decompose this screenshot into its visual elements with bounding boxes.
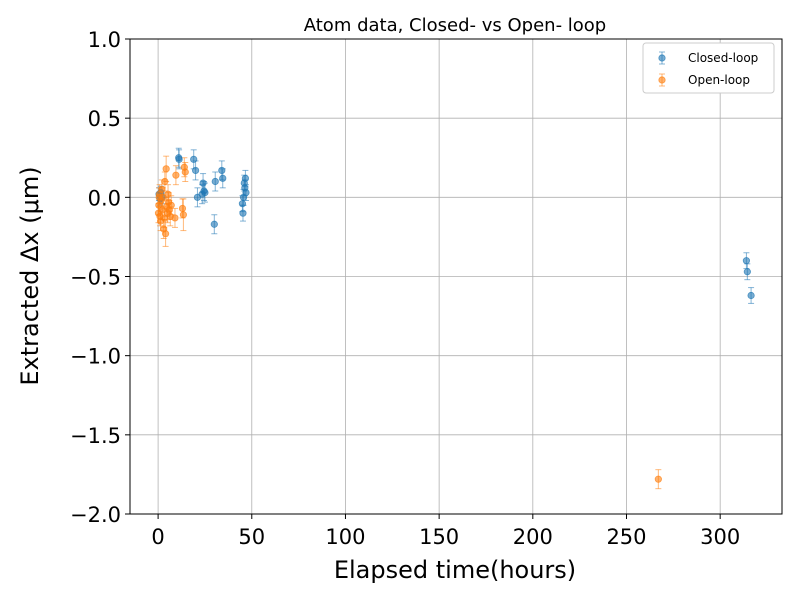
open-loop-point (167, 201, 175, 209)
x-tick-label: 200 (513, 525, 553, 549)
chart-title: Atom data, Closed- vs Open- loop (304, 15, 606, 36)
x-axis-label: Elapsed time(hours) (334, 556, 576, 584)
open-loop-point (178, 204, 187, 213)
open-loop-point (164, 190, 172, 198)
x-tick-label: 0 (151, 525, 164, 549)
legend-box (642, 42, 775, 94)
x-tick-label: 50 (238, 525, 265, 549)
open-loop-point (181, 168, 189, 176)
open-loop-point (172, 171, 180, 179)
closed-loop-point (199, 179, 207, 187)
closed-loop-point (210, 220, 218, 228)
y-tick-label: −0.5 (70, 266, 121, 290)
grid-lines (130, 38, 782, 515)
closed-loop-point (747, 291, 755, 300)
closed-loop-point (191, 166, 200, 175)
x-tick-label: 100 (325, 525, 365, 549)
open-loop-point (161, 177, 169, 186)
closed-loop-point (201, 188, 209, 197)
open-loop-point (162, 165, 170, 173)
y-tick-label: 0.5 (88, 107, 121, 131)
y-axis-label: Extracted Δx (μm) (16, 166, 44, 385)
legend: Closed-loop Open-loop (642, 42, 775, 94)
x-tick-label: 250 (606, 525, 646, 549)
y-tick-label: −1.0 (70, 345, 121, 369)
closed-loop-point (211, 177, 219, 186)
open-loop-point (171, 214, 179, 222)
closed-loop-point (190, 155, 198, 163)
closed-loop-point (242, 188, 250, 197)
open-loop-point (654, 475, 662, 483)
open-loop-point (158, 185, 166, 194)
closed-loop-point (218, 166, 226, 175)
y-tick-label: 1.0 (88, 28, 121, 52)
closed-loop-point (239, 209, 247, 217)
data-points (154, 154, 755, 483)
open-loop-point (159, 193, 167, 201)
closed-loop-point (743, 268, 751, 276)
axis-ticks: 0 50 100 150 200 250 300 −2.0 −1.5 −1.0 −0.5 0.0 0.5… (70, 28, 740, 549)
legend-label-open-loop: Open-loop (688, 73, 750, 87)
y-tick-label: 0.0 (88, 186, 121, 210)
y-tick-label: −2.0 (70, 503, 121, 527)
open-loop-point (161, 230, 170, 238)
closed-loop-point (175, 155, 183, 163)
x-tick-label: 150 (419, 525, 459, 549)
y-tick-label: −1.5 (70, 424, 121, 448)
closed-loop-point (241, 174, 250, 182)
open-loop-point (179, 211, 187, 219)
legend-closed-loop-marker (658, 54, 666, 62)
closed-loop-point (742, 257, 751, 265)
legend-label-closed-loop: Closed-loop (688, 51, 758, 65)
closed-loop-point (238, 200, 247, 208)
x-tick-label: 300 (700, 525, 740, 549)
closed-loop-point (219, 174, 227, 182)
legend-open-loop-marker (658, 76, 666, 84)
